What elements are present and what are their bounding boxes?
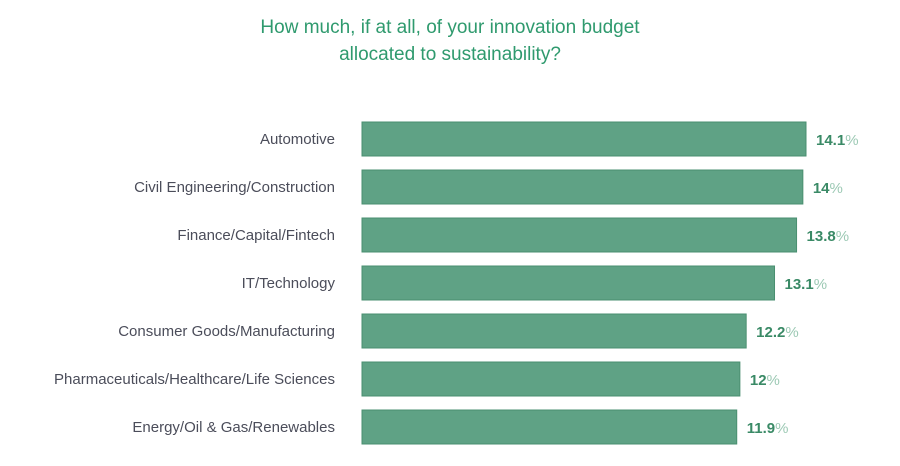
- value-label: 12%: [750, 372, 780, 389]
- value-label: 12.2%: [756, 324, 799, 341]
- value-number: 13.8: [807, 228, 836, 245]
- value-label: 13.8%: [807, 228, 850, 245]
- category-label: IT/Technology: [242, 275, 336, 292]
- category-label: Pharmaceuticals/Healthcare/Life Sciences: [54, 371, 335, 388]
- bar: [361, 217, 798, 253]
- category-label: Civil Engineering/Construction: [134, 179, 335, 196]
- value-label: 13.1%: [785, 276, 828, 293]
- category-label: Energy/Oil & Gas/Renewables: [132, 419, 335, 436]
- value-number: 14: [813, 180, 830, 197]
- value-number: 14.1: [816, 132, 845, 149]
- value-unit: %: [814, 276, 827, 293]
- bar: [361, 313, 747, 349]
- category-label: Consumer Goods/Manufacturing: [118, 323, 335, 340]
- chart-title-line-2: allocated to sustainability?: [339, 44, 561, 65]
- value-unit: %: [785, 324, 798, 341]
- bar: [361, 409, 738, 445]
- value-number: 12: [750, 372, 767, 389]
- chart-title-line-1: How much, if at all, of your innovation …: [260, 17, 640, 38]
- category-label: Automotive: [260, 131, 335, 148]
- value-number: 12.2: [756, 324, 785, 341]
- value-unit: %: [830, 180, 843, 197]
- chart-title: How much, if at all, of your innovation …: [0, 14, 900, 68]
- value-number: 13.1: [785, 276, 814, 293]
- category-label: Finance/Capital/Fintech: [177, 227, 335, 244]
- bar: [361, 169, 804, 205]
- bar: [361, 265, 776, 301]
- value-label: 14.1%: [816, 132, 859, 149]
- value-unit: %: [836, 228, 849, 245]
- value-unit: %: [767, 372, 780, 389]
- value-unit: %: [845, 132, 858, 149]
- value-label: 14%: [813, 180, 843, 197]
- value-unit: %: [775, 420, 788, 437]
- value-number: 11.9: [747, 420, 775, 437]
- value-label: 11.9%: [747, 420, 789, 437]
- bar: [361, 121, 807, 157]
- bar: [361, 361, 741, 397]
